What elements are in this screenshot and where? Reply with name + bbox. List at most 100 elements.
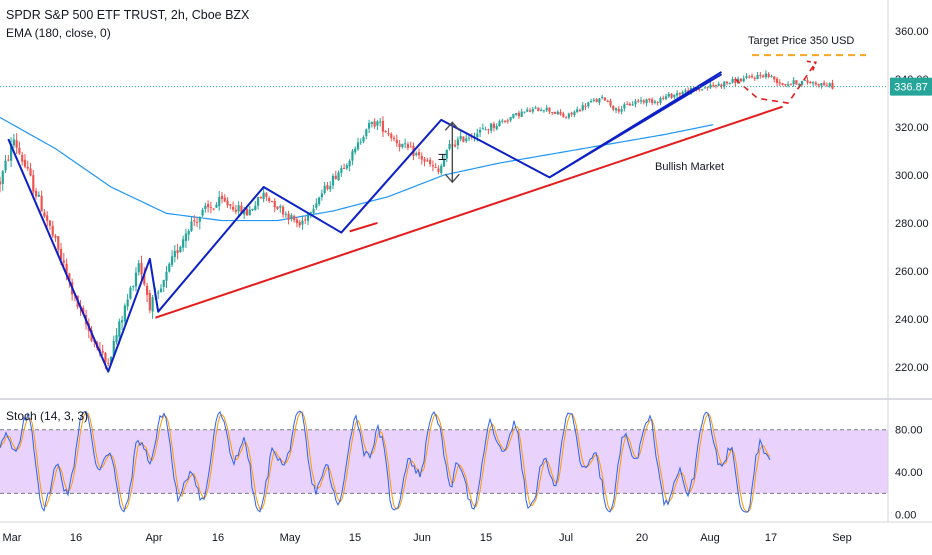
candle-body[interactable] xyxy=(781,83,784,85)
candle-body[interactable] xyxy=(381,120,385,132)
candle-body[interactable] xyxy=(118,321,121,337)
candle-body[interactable] xyxy=(140,262,143,275)
candle-body[interactable] xyxy=(626,103,629,105)
candle-body[interactable] xyxy=(223,197,226,202)
candle-body[interactable] xyxy=(256,197,260,206)
candle-body[interactable] xyxy=(678,93,681,95)
candle-body[interactable] xyxy=(320,193,323,198)
candle-body[interactable] xyxy=(229,204,232,206)
candle-body[interactable] xyxy=(553,111,557,114)
projection-arrow-head[interactable] xyxy=(806,60,817,71)
candle-body[interactable] xyxy=(232,206,235,210)
projection-path[interactable] xyxy=(734,61,817,104)
current-price-badge[interactable] xyxy=(890,77,932,96)
candle-body[interactable] xyxy=(448,144,451,149)
candle-body[interactable] xyxy=(398,143,401,148)
candle-body[interactable] xyxy=(434,167,437,169)
candle-body[interactable] xyxy=(220,195,224,199)
candle-body[interactable] xyxy=(137,263,140,273)
candle-body[interactable] xyxy=(204,205,207,210)
candle-body[interactable] xyxy=(23,159,27,167)
candle-body[interactable] xyxy=(803,79,806,81)
candle-body[interactable] xyxy=(739,78,743,82)
drawings-layer[interactable] xyxy=(0,54,888,373)
candle-body[interactable] xyxy=(159,288,163,293)
candle-body[interactable] xyxy=(528,110,532,112)
candle-body[interactable] xyxy=(21,154,24,162)
axes-layer[interactable]: 220.00240.00260.00280.00300.00320.00340.… xyxy=(3,26,932,544)
candle-body[interactable] xyxy=(762,75,765,78)
candle-body[interactable] xyxy=(387,132,390,135)
candle-body[interactable] xyxy=(459,135,462,140)
candle-body[interactable] xyxy=(814,82,817,85)
candle-body[interactable] xyxy=(298,221,301,226)
candle-body[interactable] xyxy=(234,209,237,212)
candle-body[interactable] xyxy=(359,141,362,143)
candle-body[interactable] xyxy=(384,131,387,133)
candle-body[interactable] xyxy=(48,220,52,226)
candle-body[interactable] xyxy=(312,208,315,214)
candle-body[interactable] xyxy=(112,341,115,356)
stoch-indicator-label[interactable]: Stoch (14, 3, 3) xyxy=(6,409,89,423)
candle-body[interactable] xyxy=(576,109,579,113)
candle-body[interactable] xyxy=(545,107,548,111)
candle-body[interactable] xyxy=(376,121,379,126)
candle-body[interactable] xyxy=(734,78,737,84)
candle-body[interactable] xyxy=(745,76,748,78)
candle-body[interactable] xyxy=(712,85,715,87)
candle-body[interactable] xyxy=(315,203,318,208)
candle-body[interactable] xyxy=(190,221,193,232)
candle-body[interactable] xyxy=(606,101,609,103)
candle-body[interactable] xyxy=(337,172,340,181)
candle-body[interactable] xyxy=(437,168,440,172)
candle-body[interactable] xyxy=(170,256,174,265)
candle-body[interactable] xyxy=(323,185,326,193)
candle-body[interactable] xyxy=(728,82,731,84)
candle-body[interactable] xyxy=(281,206,285,215)
candle-body[interactable] xyxy=(725,81,729,84)
candle-body[interactable] xyxy=(426,160,429,162)
candle-body[interactable] xyxy=(614,108,618,111)
candle-body[interactable] xyxy=(603,97,607,101)
candle-body[interactable] xyxy=(537,107,540,112)
candle-body[interactable] xyxy=(409,146,412,148)
candle-body[interactable] xyxy=(362,137,365,142)
candle-body[interactable] xyxy=(520,111,523,117)
candle-body[interactable] xyxy=(34,190,38,197)
candle-body[interactable] xyxy=(476,133,479,138)
candle-body[interactable] xyxy=(182,239,185,248)
candle-body[interactable] xyxy=(703,87,706,89)
candle-body[interactable] xyxy=(248,209,251,216)
candle-body[interactable] xyxy=(268,198,271,201)
candle-body[interactable] xyxy=(501,120,504,122)
candle-body[interactable] xyxy=(462,136,465,142)
candle-body[interactable] xyxy=(193,220,196,222)
candle-body[interactable] xyxy=(540,110,543,112)
candle-body[interactable] xyxy=(656,102,659,104)
candle-body[interactable] xyxy=(581,105,584,111)
candle-body[interactable] xyxy=(662,98,665,100)
candle-body[interactable] xyxy=(254,205,257,211)
zigzag-pattern-line[interactable] xyxy=(7,71,723,373)
candle-body[interactable] xyxy=(828,83,831,87)
candle-body[interactable] xyxy=(7,159,10,161)
candle-body[interactable] xyxy=(800,80,804,85)
candle-body[interactable] xyxy=(642,100,645,103)
ema-indicator-label[interactable]: EMA (180, close, 0) xyxy=(6,26,111,40)
candle-body[interactable] xyxy=(445,149,448,159)
candle-body[interactable] xyxy=(404,143,407,145)
candle-body[interactable] xyxy=(392,137,396,140)
candle-body[interactable] xyxy=(442,159,446,167)
candle-body[interactable] xyxy=(589,100,593,103)
candle-body[interactable] xyxy=(595,99,598,102)
candle-body[interactable] xyxy=(101,351,104,353)
candle-body[interactable] xyxy=(670,93,673,98)
candle-body[interactable] xyxy=(534,107,537,109)
candle-body[interactable] xyxy=(262,192,265,199)
candle-body[interactable] xyxy=(506,120,509,122)
candle-body[interactable] xyxy=(26,166,29,169)
candle-body[interactable] xyxy=(648,98,651,101)
candle-body[interactable] xyxy=(684,90,687,92)
candle-body[interactable] xyxy=(495,125,498,130)
candle-body[interactable] xyxy=(134,272,138,287)
